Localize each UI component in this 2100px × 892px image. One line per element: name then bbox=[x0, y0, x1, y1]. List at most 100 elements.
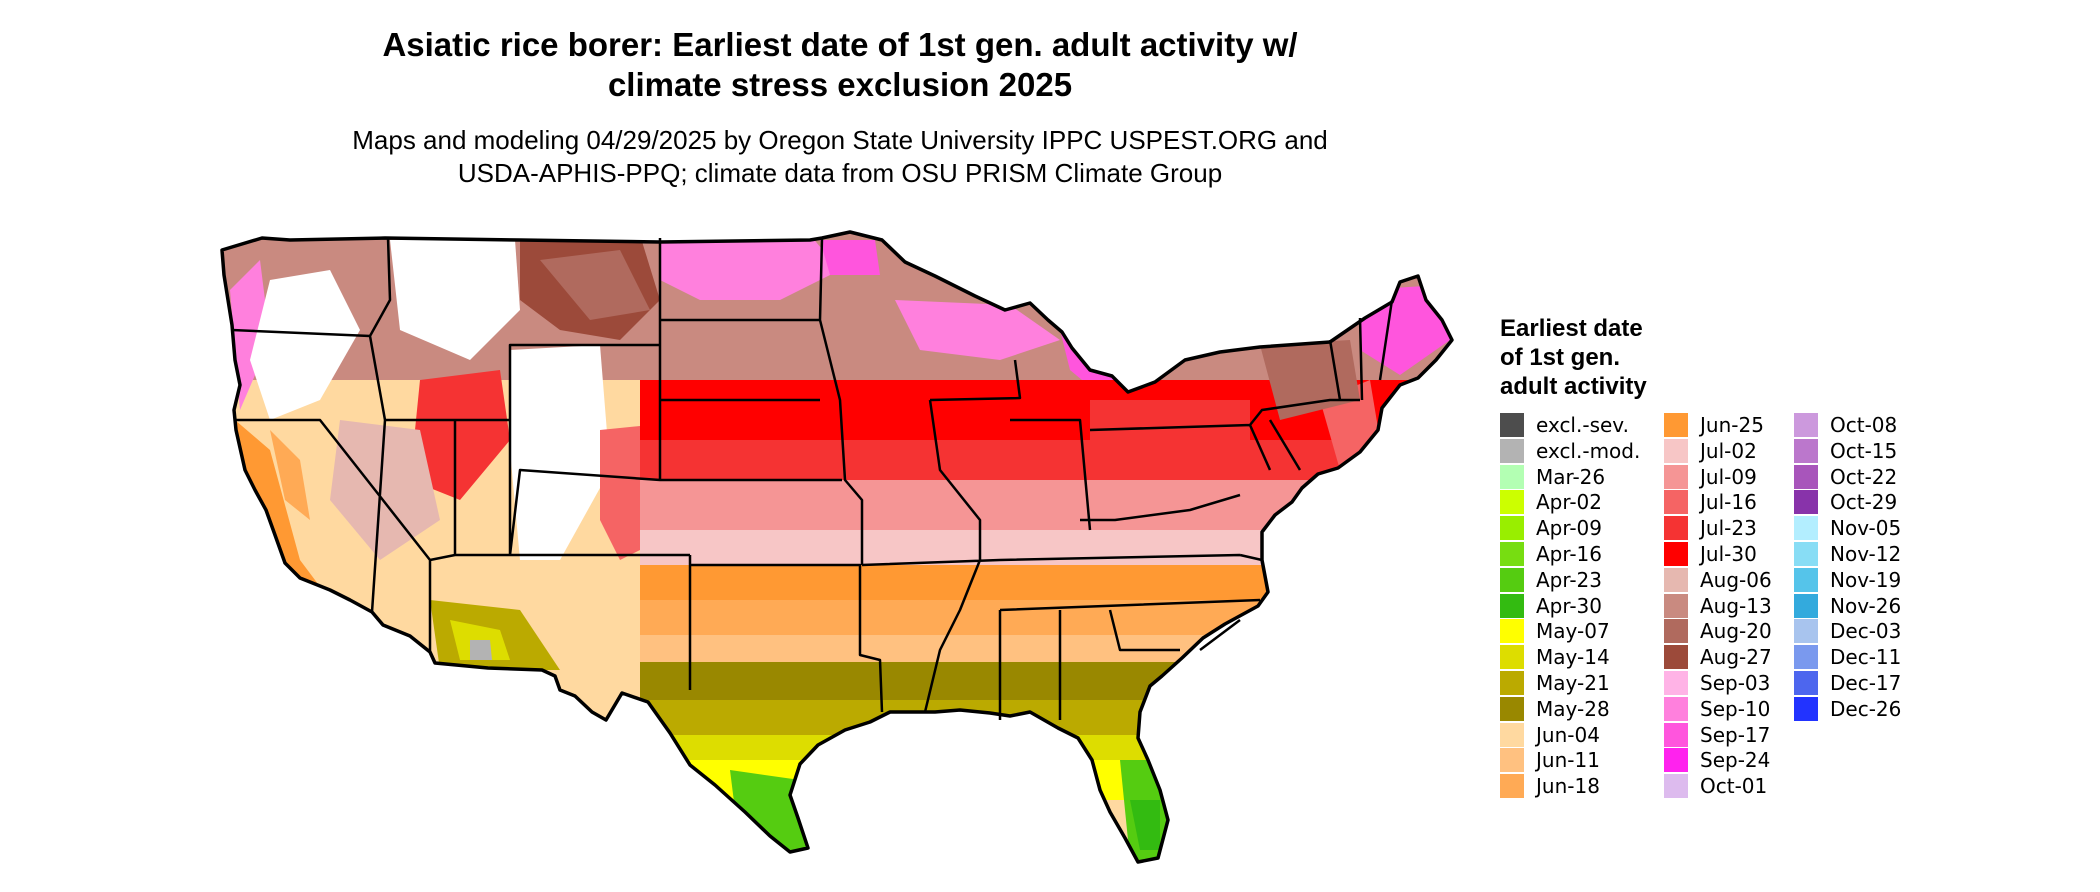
legend-label: May-28 bbox=[1536, 696, 1610, 721]
legend-swatch bbox=[1500, 619, 1524, 644]
legend-label: Jul-30 bbox=[1700, 542, 1757, 566]
legend-item: Aug-13 bbox=[1664, 593, 1772, 618]
legend-swatch bbox=[1794, 516, 1818, 541]
legend-swatch bbox=[1794, 490, 1818, 515]
legend-label: Dec-03 bbox=[1830, 619, 1902, 644]
legend-item: Dec-03 bbox=[1794, 619, 1902, 644]
legend-item: Jun-11 bbox=[1500, 748, 1600, 773]
legend-item: Jul-16 bbox=[1664, 490, 1757, 515]
legend-item: Dec-26 bbox=[1794, 696, 1901, 721]
legend-label: Apr-23 bbox=[1536, 567, 1602, 592]
activity-date-raster bbox=[222, 232, 1452, 862]
legend-label: Apr-16 bbox=[1536, 542, 1602, 566]
legend-item: Nov-05 bbox=[1794, 516, 1902, 541]
legend-label: Jun-11 bbox=[1536, 748, 1600, 773]
legend-title-line: of 1st gen. bbox=[1500, 344, 1621, 371]
legend-label: Apr-02 bbox=[1536, 490, 1602, 515]
legend-item: Oct-15 bbox=[1794, 438, 1897, 463]
legend-item: Mar-26 bbox=[1500, 464, 1605, 489]
legend-swatch bbox=[1500, 464, 1524, 489]
legend-swatch bbox=[1664, 516, 1688, 541]
legend-swatch bbox=[1500, 593, 1524, 618]
legend-swatch bbox=[1500, 567, 1524, 592]
legend-title-line: adult activity bbox=[1500, 373, 1647, 400]
legend-label: Nov-19 bbox=[1830, 567, 1902, 592]
legend-swatch bbox=[1664, 619, 1688, 644]
legend-item: Nov-12 bbox=[1794, 542, 1901, 566]
legend-label: Sep-03 bbox=[1700, 671, 1771, 695]
legend-item: May-21 bbox=[1500, 671, 1610, 695]
legend-swatch bbox=[1500, 774, 1524, 799]
legend-swatch bbox=[1500, 696, 1524, 721]
legend-item: Oct-08 bbox=[1794, 413, 1897, 437]
legend-title-line: Earliest date bbox=[1500, 315, 1643, 342]
legend-item: Sep-03 bbox=[1664, 671, 1770, 695]
legend-swatch bbox=[1664, 774, 1688, 799]
legend-swatch bbox=[1664, 542, 1688, 566]
map-subtitle-line-2: USDA-APHIS-PPQ; climate data from OSU PR… bbox=[457, 158, 1223, 188]
legend-swatch bbox=[1500, 490, 1524, 515]
legend-title: Earliest date of 1st gen. adult activity bbox=[1500, 314, 1740, 401]
legend-swatch bbox=[1664, 671, 1688, 695]
legend-label: Aug-20 bbox=[1700, 619, 1772, 644]
legend-item: Dec-17 bbox=[1794, 671, 1901, 695]
map-title-line-1: Asiatic rice borer: Earliest date of 1st… bbox=[382, 26, 1298, 63]
legend-label: Oct-01 bbox=[1700, 774, 1768, 799]
legend-item: Oct-29 bbox=[1794, 490, 1897, 515]
legend-item: Jul-09 bbox=[1664, 464, 1757, 489]
legend-item: Jun-04 bbox=[1500, 722, 1600, 747]
legend-item: Sep-17 bbox=[1664, 722, 1771, 747]
legend-label: Jun-04 bbox=[1536, 722, 1600, 747]
map-subtitle-line-1: Maps and modeling 04/29/2025 by Oregon S… bbox=[352, 125, 1328, 155]
legend-item: Apr-09 bbox=[1500, 516, 1602, 541]
legend-item: Oct-01 bbox=[1664, 774, 1768, 799]
legend-label: Dec-11 bbox=[1830, 645, 1902, 670]
legend-swatch bbox=[1664, 748, 1688, 773]
legend-label: Nov-05 bbox=[1830, 516, 1902, 541]
state-boundaries bbox=[220, 230, 1454, 864]
legend-swatch bbox=[1664, 413, 1688, 437]
legend-swatch bbox=[1500, 748, 1524, 773]
legend-swatch bbox=[1664, 490, 1688, 515]
legend-swatch bbox=[1500, 516, 1524, 541]
legend-swatch bbox=[1664, 722, 1688, 747]
legend-swatch bbox=[1794, 438, 1818, 463]
legend-label: Jul-23 bbox=[1700, 516, 1757, 541]
legend-swatch bbox=[1794, 671, 1818, 695]
legend-item: Aug-20 bbox=[1664, 619, 1772, 644]
legend-label: Nov-12 bbox=[1830, 542, 1902, 566]
legend-label: May-07 bbox=[1536, 619, 1610, 644]
legend-item: excl.-sev. bbox=[1500, 413, 1629, 437]
legend-item: Aug-27 bbox=[1664, 645, 1772, 670]
legend-swatch bbox=[1664, 696, 1688, 721]
legend-item: Jun-18 bbox=[1500, 774, 1600, 799]
legend-item: Apr-16 bbox=[1500, 542, 1602, 566]
legend-swatch bbox=[1794, 593, 1818, 618]
legend-label: Apr-09 bbox=[1536, 516, 1602, 541]
legend-label: May-21 bbox=[1536, 671, 1610, 695]
legend-swatch bbox=[1664, 438, 1688, 463]
legend-label: Aug-13 bbox=[1700, 593, 1772, 618]
legend-swatch bbox=[1794, 542, 1818, 566]
legend-item: Jul-30 bbox=[1664, 542, 1757, 566]
legend-swatch bbox=[1500, 413, 1524, 437]
legend-swatch bbox=[1664, 645, 1688, 670]
legend-label: excl.-mod. bbox=[1536, 438, 1641, 463]
legend-label: Aug-27 bbox=[1700, 645, 1772, 670]
legend-swatch bbox=[1794, 567, 1818, 592]
legend-swatch bbox=[1794, 413, 1818, 437]
legend-label: Sep-17 bbox=[1700, 722, 1771, 747]
legend-swatch bbox=[1500, 542, 1524, 566]
legend-label: Jun-25 bbox=[1700, 413, 1764, 437]
legend-label: Jul-16 bbox=[1700, 490, 1757, 515]
legend-item: May-07 bbox=[1500, 619, 1610, 644]
legend-item: excl.-mod. bbox=[1500, 438, 1641, 463]
legend-label: Oct-22 bbox=[1830, 464, 1898, 489]
legend-label: Aug-06 bbox=[1700, 567, 1772, 592]
legend-item: Jul-02 bbox=[1664, 438, 1757, 463]
legend-swatch bbox=[1794, 619, 1818, 644]
legend-label: Apr-30 bbox=[1536, 593, 1602, 618]
legend-item: Sep-10 bbox=[1664, 696, 1770, 721]
